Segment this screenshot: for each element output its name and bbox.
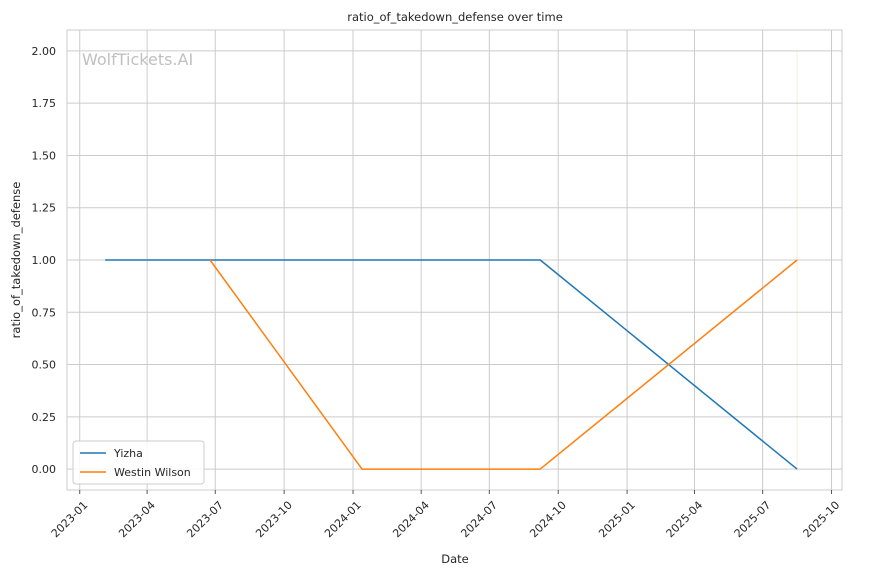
- y-axis-ticks: 0.00 0.25 0.50 0.75 1.00 1.25 1.50 1.75 2.00: [32, 45, 57, 476]
- x-axis-label: Date: [441, 552, 469, 566]
- y-tick-label: 1.25: [32, 202, 57, 215]
- x-tick-label: 2024-04: [390, 499, 432, 541]
- series-line-yizha: [105, 259, 798, 470]
- x-tick-label: 2023-04: [116, 499, 158, 541]
- x-tick-label: 2024-10: [527, 499, 569, 541]
- y-tick-label: 0.50: [32, 359, 57, 372]
- x-tick-label: 2024-01: [322, 499, 364, 541]
- chart-title: ratio_of_takedown_defense over time: [347, 10, 563, 24]
- y-tick-label: 0.75: [32, 306, 57, 319]
- y-tick-label: 1.75: [32, 97, 57, 110]
- x-tick-label: 2025-10: [801, 499, 843, 541]
- x-tick-label: 2025-01: [596, 499, 638, 541]
- legend: Yizha Westin Wilson: [72, 440, 205, 485]
- x-tick-label: 2025-07: [732, 499, 774, 541]
- x-axis-ticks: 2023-01 2023-04 2023-07 2023-10 2024-01 2024-…: [49, 490, 842, 540]
- y-tick-label: 0.00: [32, 463, 57, 476]
- watermark-text: WolfTickets.AI: [82, 50, 193, 69]
- y-tick-label: 1.00: [32, 254, 57, 267]
- x-tick-label: 2024-07: [458, 499, 500, 541]
- x-tick-label: 2025-04: [664, 499, 706, 541]
- y-axis-label: ratio_of_takedown_defense: [9, 182, 23, 339]
- legend-label: Yizha: [113, 447, 143, 460]
- legend-box: [72, 440, 205, 485]
- plot-area: [66, 29, 843, 491]
- legend-label: Westin Wilson: [114, 466, 191, 479]
- series-line-westin-wilson: [209, 259, 798, 470]
- series-lines: [105, 259, 798, 470]
- x-tick-label: 2023-10: [253, 499, 295, 541]
- x-tick-label: 2023-07: [184, 499, 226, 541]
- y-tick-label: 1.50: [32, 149, 57, 162]
- y-tick-label: 0.25: [32, 411, 57, 424]
- x-tick-label: 2023-01: [49, 499, 91, 541]
- y-tick-label: 2.00: [32, 45, 57, 58]
